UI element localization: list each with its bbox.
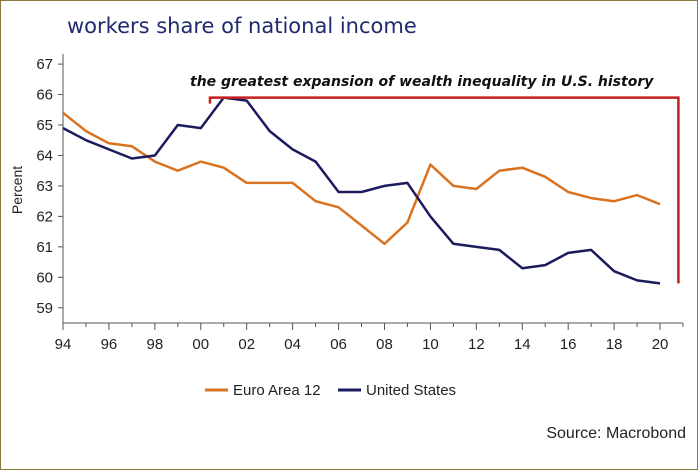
annotation-text: the greatest expansion of wealth inequal…	[190, 74, 654, 90]
legend-label-euro: Euro Area 12	[233, 382, 321, 399]
series-line-euro-area-12	[62, 111, 661, 246]
y-tick-label: 62	[36, 208, 53, 225]
x-tick-label: 96	[101, 336, 118, 353]
x-tick-label: 98	[147, 336, 164, 353]
x-tick-label: 16	[560, 336, 577, 353]
y-tick-label: 59	[36, 300, 53, 317]
x-tick-label: 94	[55, 336, 72, 353]
x-axis: 94 96 98 00 02 04 06 08 10 12 14 16 18 20	[55, 322, 684, 353]
x-tick-label: 06	[330, 336, 347, 353]
x-tick-label: 20	[652, 336, 669, 353]
annotation-bracket	[208, 96, 680, 284]
x-tick-label: 12	[468, 336, 485, 353]
y-tick-label: 60	[36, 269, 53, 286]
chart-title: workers share of national income	[67, 14, 417, 38]
y-axis-label: Percent	[9, 166, 25, 214]
y-tick-label: 67	[36, 56, 53, 73]
x-tick-label: 18	[606, 336, 623, 353]
x-tick-label: 00	[192, 336, 209, 353]
x-tick-label: 14	[514, 336, 531, 353]
legend-label-us: United States	[366, 382, 456, 399]
x-tick-label: 08	[376, 336, 393, 353]
series-group	[62, 96, 661, 285]
source-note: Source: Macrobond	[546, 425, 686, 442]
x-tick-label: 04	[284, 336, 301, 353]
y-tick-label: 61	[36, 239, 53, 256]
series-line-united-states	[62, 96, 661, 285]
y-tick-label: 66	[36, 87, 53, 104]
x-tick-label: 10	[422, 336, 439, 353]
y-tick-label: 64	[36, 147, 53, 164]
y-tick-label: 63	[36, 178, 53, 195]
y-axis: 59 60 61 62 63 64 65 66 67	[36, 54, 64, 323]
x-tick-label: 02	[238, 336, 255, 353]
y-tick-label: 65	[36, 117, 53, 134]
